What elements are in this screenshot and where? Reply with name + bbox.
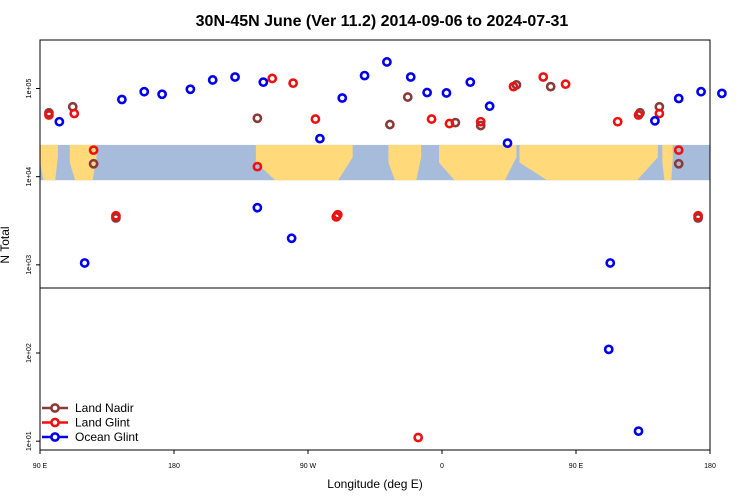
data-point [426, 114, 437, 124]
map-land [69, 144, 97, 181]
data-point [673, 93, 684, 104]
map-land [255, 144, 353, 181]
data-point [605, 258, 616, 268]
y-axis-label: N Total [0, 226, 12, 263]
data-point [69, 108, 80, 119]
data-point [88, 158, 99, 169]
data-point [337, 93, 348, 103]
x-tick-label: 0 [440, 463, 444, 470]
data-point [185, 84, 196, 95]
data-point [315, 133, 325, 144]
world-map-band [40, 144, 710, 181]
data-point [359, 70, 370, 81]
data-point [475, 120, 486, 131]
data-point [413, 432, 424, 443]
legend-entry: Land Glint [75, 416, 130, 430]
data-point [538, 72, 549, 82]
data-point [402, 92, 413, 102]
y-tick-label: 1e+03 [26, 255, 33, 275]
data-point [286, 233, 297, 244]
data-point [288, 78, 299, 89]
data-point [44, 110, 54, 120]
data-point [54, 116, 65, 127]
data-point [475, 116, 486, 127]
data-point [79, 258, 90, 268]
data-point [157, 89, 167, 100]
x-tick-label: 180 [704, 463, 716, 470]
data-point [673, 158, 684, 169]
data-point [382, 57, 392, 67]
chart-title: 30N-45N June (Ver 11.2) 2014-09-06 to 20… [196, 13, 569, 30]
legend-entry: Ocean Glint [75, 430, 139, 444]
data-point [116, 94, 127, 105]
y-tick-label: 1e+01 [26, 431, 33, 451]
data-point [310, 114, 321, 124]
data-point [560, 79, 571, 90]
legend-swatch-marker [50, 403, 60, 413]
data-point [207, 75, 218, 85]
map-land [388, 144, 422, 181]
data-point [717, 88, 727, 99]
x-tick-label: 180 [168, 463, 180, 470]
map-land [439, 144, 517, 181]
data-point [441, 88, 452, 98]
y-tick-label: 1e+04 [26, 167, 33, 187]
data-point [405, 72, 416, 82]
y-tick-label: 1e+02 [26, 343, 33, 363]
data-point [252, 113, 263, 124]
map-land [662, 144, 673, 181]
data-point [252, 202, 263, 213]
map-land [519, 144, 658, 181]
data-point [696, 86, 706, 97]
x-axis-label: Longitude (deg E) [327, 477, 422, 491]
x-tick-label: 90 W [300, 463, 317, 470]
data-point [603, 344, 614, 355]
data-point [139, 86, 150, 97]
data-point [252, 161, 263, 172]
y-tick-label: 1e+05 [26, 79, 33, 99]
data-point [633, 110, 644, 120]
x-axis: 90 E 180 90 W 0 90 E 180 [33, 450, 716, 470]
data-point [88, 145, 99, 156]
data-point [267, 73, 278, 84]
data-point [654, 108, 665, 119]
data-point [508, 81, 519, 92]
data-point [422, 87, 433, 98]
data-point [673, 145, 684, 156]
legend-entry: Land Nadir [75, 401, 134, 415]
data-point [258, 77, 269, 88]
map-land [40, 144, 58, 181]
data-point [465, 77, 476, 88]
y-axis: 1e+01 1e+02 1e+03 1e+04 1e+05 [26, 79, 40, 451]
data-point [111, 210, 121, 221]
data-point [633, 426, 644, 437]
legend-swatch-marker [50, 432, 60, 442]
data-point [230, 72, 240, 82]
data-point [502, 138, 513, 149]
x-tick-label: 90 E [33, 463, 48, 470]
plot-frame [39, 39, 711, 451]
data-point [650, 115, 660, 126]
data-point [384, 119, 395, 130]
x-tick-label: 90 E [569, 463, 584, 470]
legend-swatch-marker [50, 417, 60, 428]
data-point [332, 209, 343, 220]
data-point [612, 116, 623, 127]
data-point [693, 210, 703, 221]
data-point [484, 101, 495, 112]
data-point [545, 81, 556, 92]
data-points [44, 57, 727, 443]
data-point [444, 118, 455, 129]
